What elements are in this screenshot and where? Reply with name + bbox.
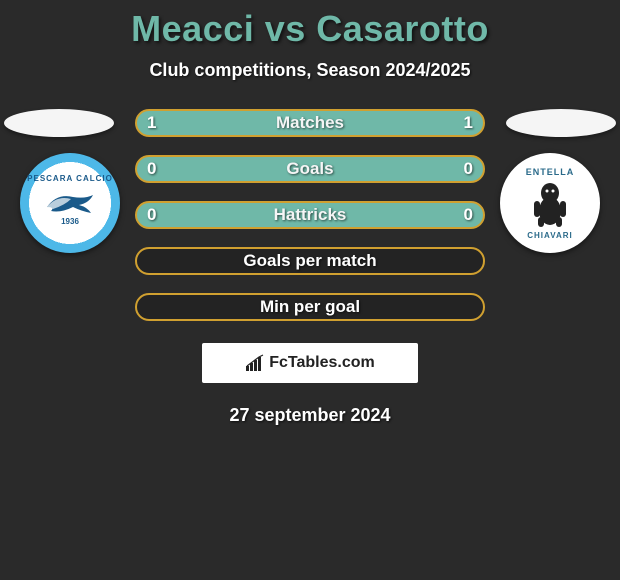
stat-label: Goals: [286, 159, 333, 179]
stat-row-min-per-goal: Min per goal: [135, 293, 485, 321]
bar-chart-icon: [245, 354, 265, 372]
brand-text: FcTables.com: [269, 354, 375, 372]
stat-label: Hattricks: [274, 205, 347, 225]
club-right-name: ENTELLA: [526, 167, 575, 177]
stat-row-goals-per-match: Goals per match: [135, 247, 485, 275]
club-left-name: PESCARA CALCIO: [27, 174, 113, 183]
player-left-ellipse: [4, 109, 114, 137]
stats-area: PESCARA CALCIO 1936 ENTELLA CHIAVARI: [0, 109, 620, 321]
date-text: 27 september 2024: [0, 405, 620, 426]
club-left-year: 1936: [61, 217, 79, 226]
club-badge-right: ENTELLA CHIAVARI: [500, 153, 600, 253]
stat-right-value: 1: [464, 113, 473, 133]
stat-right-value: 0: [464, 205, 473, 225]
comparison-card: Meacci vs Casarotto Club competitions, S…: [0, 0, 620, 426]
mascot-icon: [528, 179, 572, 229]
player-right-ellipse: [506, 109, 616, 137]
stat-left-value: 0: [147, 205, 156, 225]
brand-box[interactable]: FcTables.com: [202, 343, 418, 383]
stat-row-hattricks: 0 Hattricks 0: [135, 201, 485, 229]
stat-label: Min per goal: [260, 297, 360, 317]
stat-left-value: 0: [147, 159, 156, 179]
page-title: Meacci vs Casarotto: [0, 8, 620, 50]
stat-row-matches: 1 Matches 1: [135, 109, 485, 137]
club-right-subname: CHIAVARI: [527, 231, 572, 240]
dolphin-icon: [45, 189, 95, 215]
subtitle: Club competitions, Season 2024/2025: [0, 60, 620, 81]
stat-right-value: 0: [464, 159, 473, 179]
club-badge-left: PESCARA CALCIO 1936: [20, 153, 120, 253]
stat-rows: 1 Matches 1 0 Goals 0 0 Hattricks 0 Goal…: [135, 109, 485, 321]
stat-label: Goals per match: [243, 251, 376, 271]
stat-row-goals: 0 Goals 0: [135, 155, 485, 183]
stat-left-value: 1: [147, 113, 156, 133]
stat-label: Matches: [276, 113, 344, 133]
